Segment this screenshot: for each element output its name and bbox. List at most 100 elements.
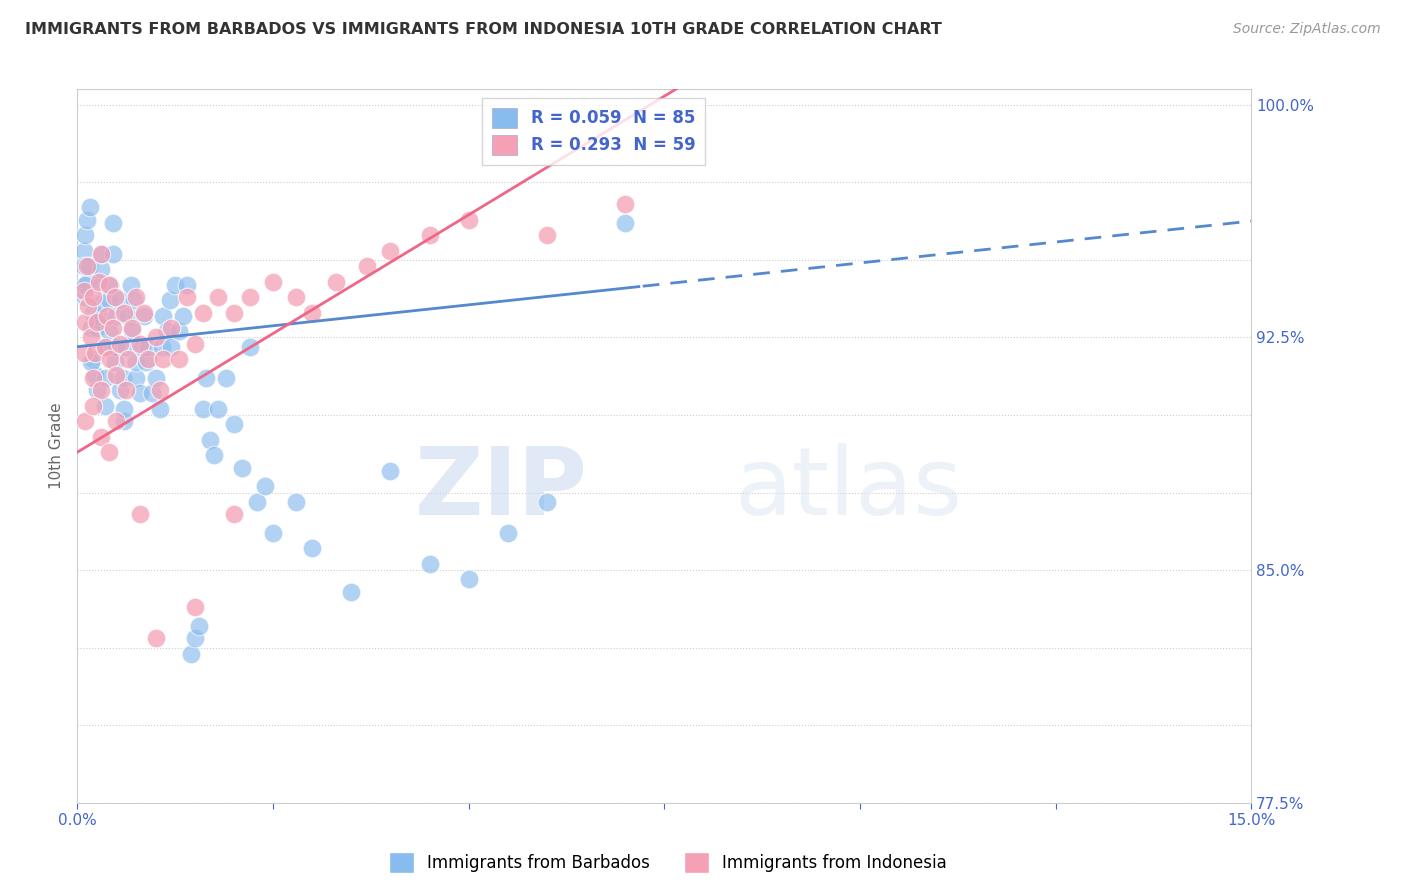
- Point: [101, 216, 124, 230]
- Point: [120, 277, 142, 292]
- Point: [77, 259, 100, 273]
- Point: [135, 355, 157, 369]
- Point: [207, 290, 229, 304]
- Point: [131, 340, 153, 354]
- Point: [200, 433, 222, 447]
- Point: [202, 448, 225, 462]
- Point: [112, 305, 135, 319]
- Point: [160, 340, 183, 354]
- Point: [75, 315, 97, 329]
- Point: [125, 370, 148, 384]
- Point: [97, 293, 120, 308]
- Point: [75, 414, 97, 428]
- Point: [117, 352, 139, 367]
- Point: [183, 600, 207, 615]
- Point: [83, 346, 105, 360]
- Point: [195, 370, 218, 384]
- Point: [380, 244, 402, 258]
- Point: [112, 414, 135, 428]
- Legend: R = 0.059  N = 85, R = 0.293  N = 59: R = 0.059 N = 85, R = 0.293 N = 59: [482, 97, 706, 165]
- Point: [97, 445, 120, 459]
- Point: [238, 340, 260, 354]
- Point: [97, 277, 120, 292]
- Point: [89, 275, 111, 289]
- Point: [105, 340, 128, 354]
- Point: [262, 525, 284, 540]
- Point: [222, 305, 245, 319]
- Point: [145, 632, 167, 646]
- Point: [86, 321, 108, 335]
- Point: [82, 352, 104, 367]
- Point: [72, 346, 94, 360]
- Point: [82, 399, 104, 413]
- Point: [231, 460, 253, 475]
- Point: [152, 309, 174, 323]
- Point: [98, 352, 121, 367]
- Point: [457, 573, 479, 587]
- Point: [76, 212, 98, 227]
- Point: [496, 525, 519, 540]
- Point: [117, 309, 139, 323]
- Point: [152, 352, 174, 367]
- Point: [97, 324, 120, 338]
- Point: [90, 262, 112, 277]
- Point: [238, 290, 260, 304]
- Point: [340, 584, 363, 599]
- Point: [325, 275, 347, 289]
- Point: [115, 340, 138, 354]
- Point: [129, 386, 152, 401]
- Text: ZIP: ZIP: [415, 442, 588, 535]
- Point: [77, 275, 100, 289]
- Point: [89, 309, 111, 323]
- Point: [125, 355, 148, 369]
- Point: [183, 632, 207, 646]
- Point: [111, 370, 134, 384]
- Point: [132, 309, 155, 323]
- Point: [457, 212, 479, 227]
- Point: [96, 340, 118, 354]
- Point: [75, 277, 97, 292]
- Point: [72, 244, 94, 258]
- Point: [356, 259, 378, 273]
- Point: [167, 324, 190, 338]
- Point: [80, 330, 103, 344]
- Point: [215, 370, 238, 384]
- Point: [90, 277, 112, 292]
- Point: [187, 619, 209, 633]
- Point: [90, 246, 112, 260]
- Point: [285, 495, 308, 509]
- Point: [301, 541, 323, 556]
- Point: [150, 340, 173, 354]
- Point: [110, 293, 132, 308]
- Point: [191, 401, 214, 416]
- Point: [110, 383, 132, 397]
- Point: [121, 321, 143, 335]
- Point: [72, 284, 94, 298]
- Point: [136, 340, 159, 354]
- Point: [148, 401, 170, 416]
- Point: [614, 197, 637, 211]
- Point: [105, 368, 128, 382]
- Point: [90, 383, 112, 397]
- Point: [93, 370, 115, 384]
- Point: [101, 321, 124, 335]
- Point: [156, 324, 179, 338]
- Point: [76, 259, 98, 273]
- Point: [125, 290, 148, 304]
- Point: [148, 383, 170, 397]
- Point: [112, 401, 135, 416]
- Point: [536, 227, 558, 242]
- Point: [222, 417, 245, 432]
- Point: [121, 324, 143, 338]
- Point: [105, 309, 128, 323]
- Point: [419, 557, 441, 571]
- Point: [82, 370, 104, 384]
- Point: [77, 299, 100, 313]
- Text: atlas: atlas: [735, 442, 963, 535]
- Point: [380, 464, 402, 478]
- Point: [83, 368, 105, 382]
- Point: [614, 216, 637, 230]
- Point: [159, 293, 181, 308]
- Point: [246, 495, 269, 509]
- Point: [110, 336, 132, 351]
